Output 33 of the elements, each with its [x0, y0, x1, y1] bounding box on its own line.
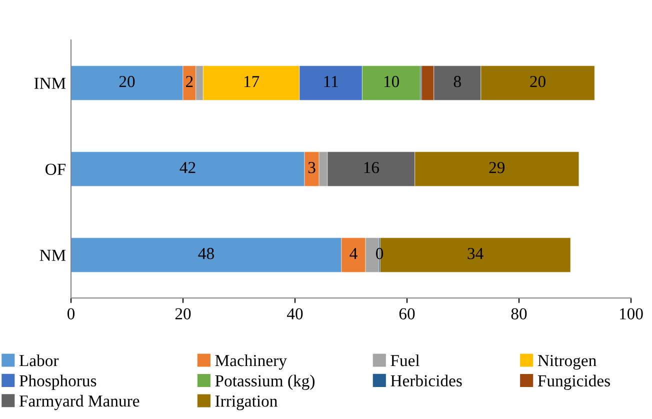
x-tick-label: 40: [286, 308, 303, 320]
legend-label: Machinery: [215, 354, 287, 370]
legend-label: Labor: [19, 354, 59, 366]
legend-label: Farmyard Manure: [19, 394, 140, 410]
legend-label: Nitrogen: [538, 355, 596, 370]
data-label: 2: [186, 76, 193, 88]
data-label: 16: [364, 162, 379, 174]
legend-label: Herbicides: [390, 374, 462, 386]
legend-label: Potassium (kg): [215, 374, 314, 390]
y-tick-label: NM: [40, 250, 66, 261]
x-tick-label: 80: [511, 308, 527, 320]
y-tick-label: INM: [34, 78, 66, 89]
x-tick-label: 100: [620, 308, 643, 320]
data-label: 3: [308, 162, 316, 174]
x-tick-label: 60: [399, 308, 415, 320]
y-tick-label: OF: [46, 164, 66, 175]
legend-label: Fuel: [390, 354, 420, 366]
x-tick-label: 20: [175, 308, 191, 320]
data-label: 8: [454, 76, 461, 88]
legend-label: Irrigation: [215, 396, 278, 410]
data-label: 29: [489, 162, 505, 174]
data-label: 20: [530, 76, 546, 88]
data-label: 10: [384, 76, 400, 88]
data-label: 4: [350, 248, 358, 260]
data-label: 11: [324, 76, 338, 88]
legend-label: Phosphorus: [19, 374, 96, 390]
data-label: 48: [198, 248, 214, 260]
data-label: 17: [244, 76, 260, 88]
x-tick-label: 0: [67, 308, 75, 320]
data-label: 42: [180, 162, 196, 174]
data-label: 34: [468, 248, 484, 260]
legend-label: Fungicides: [538, 374, 610, 390]
data-label: 20: [119, 76, 135, 88]
